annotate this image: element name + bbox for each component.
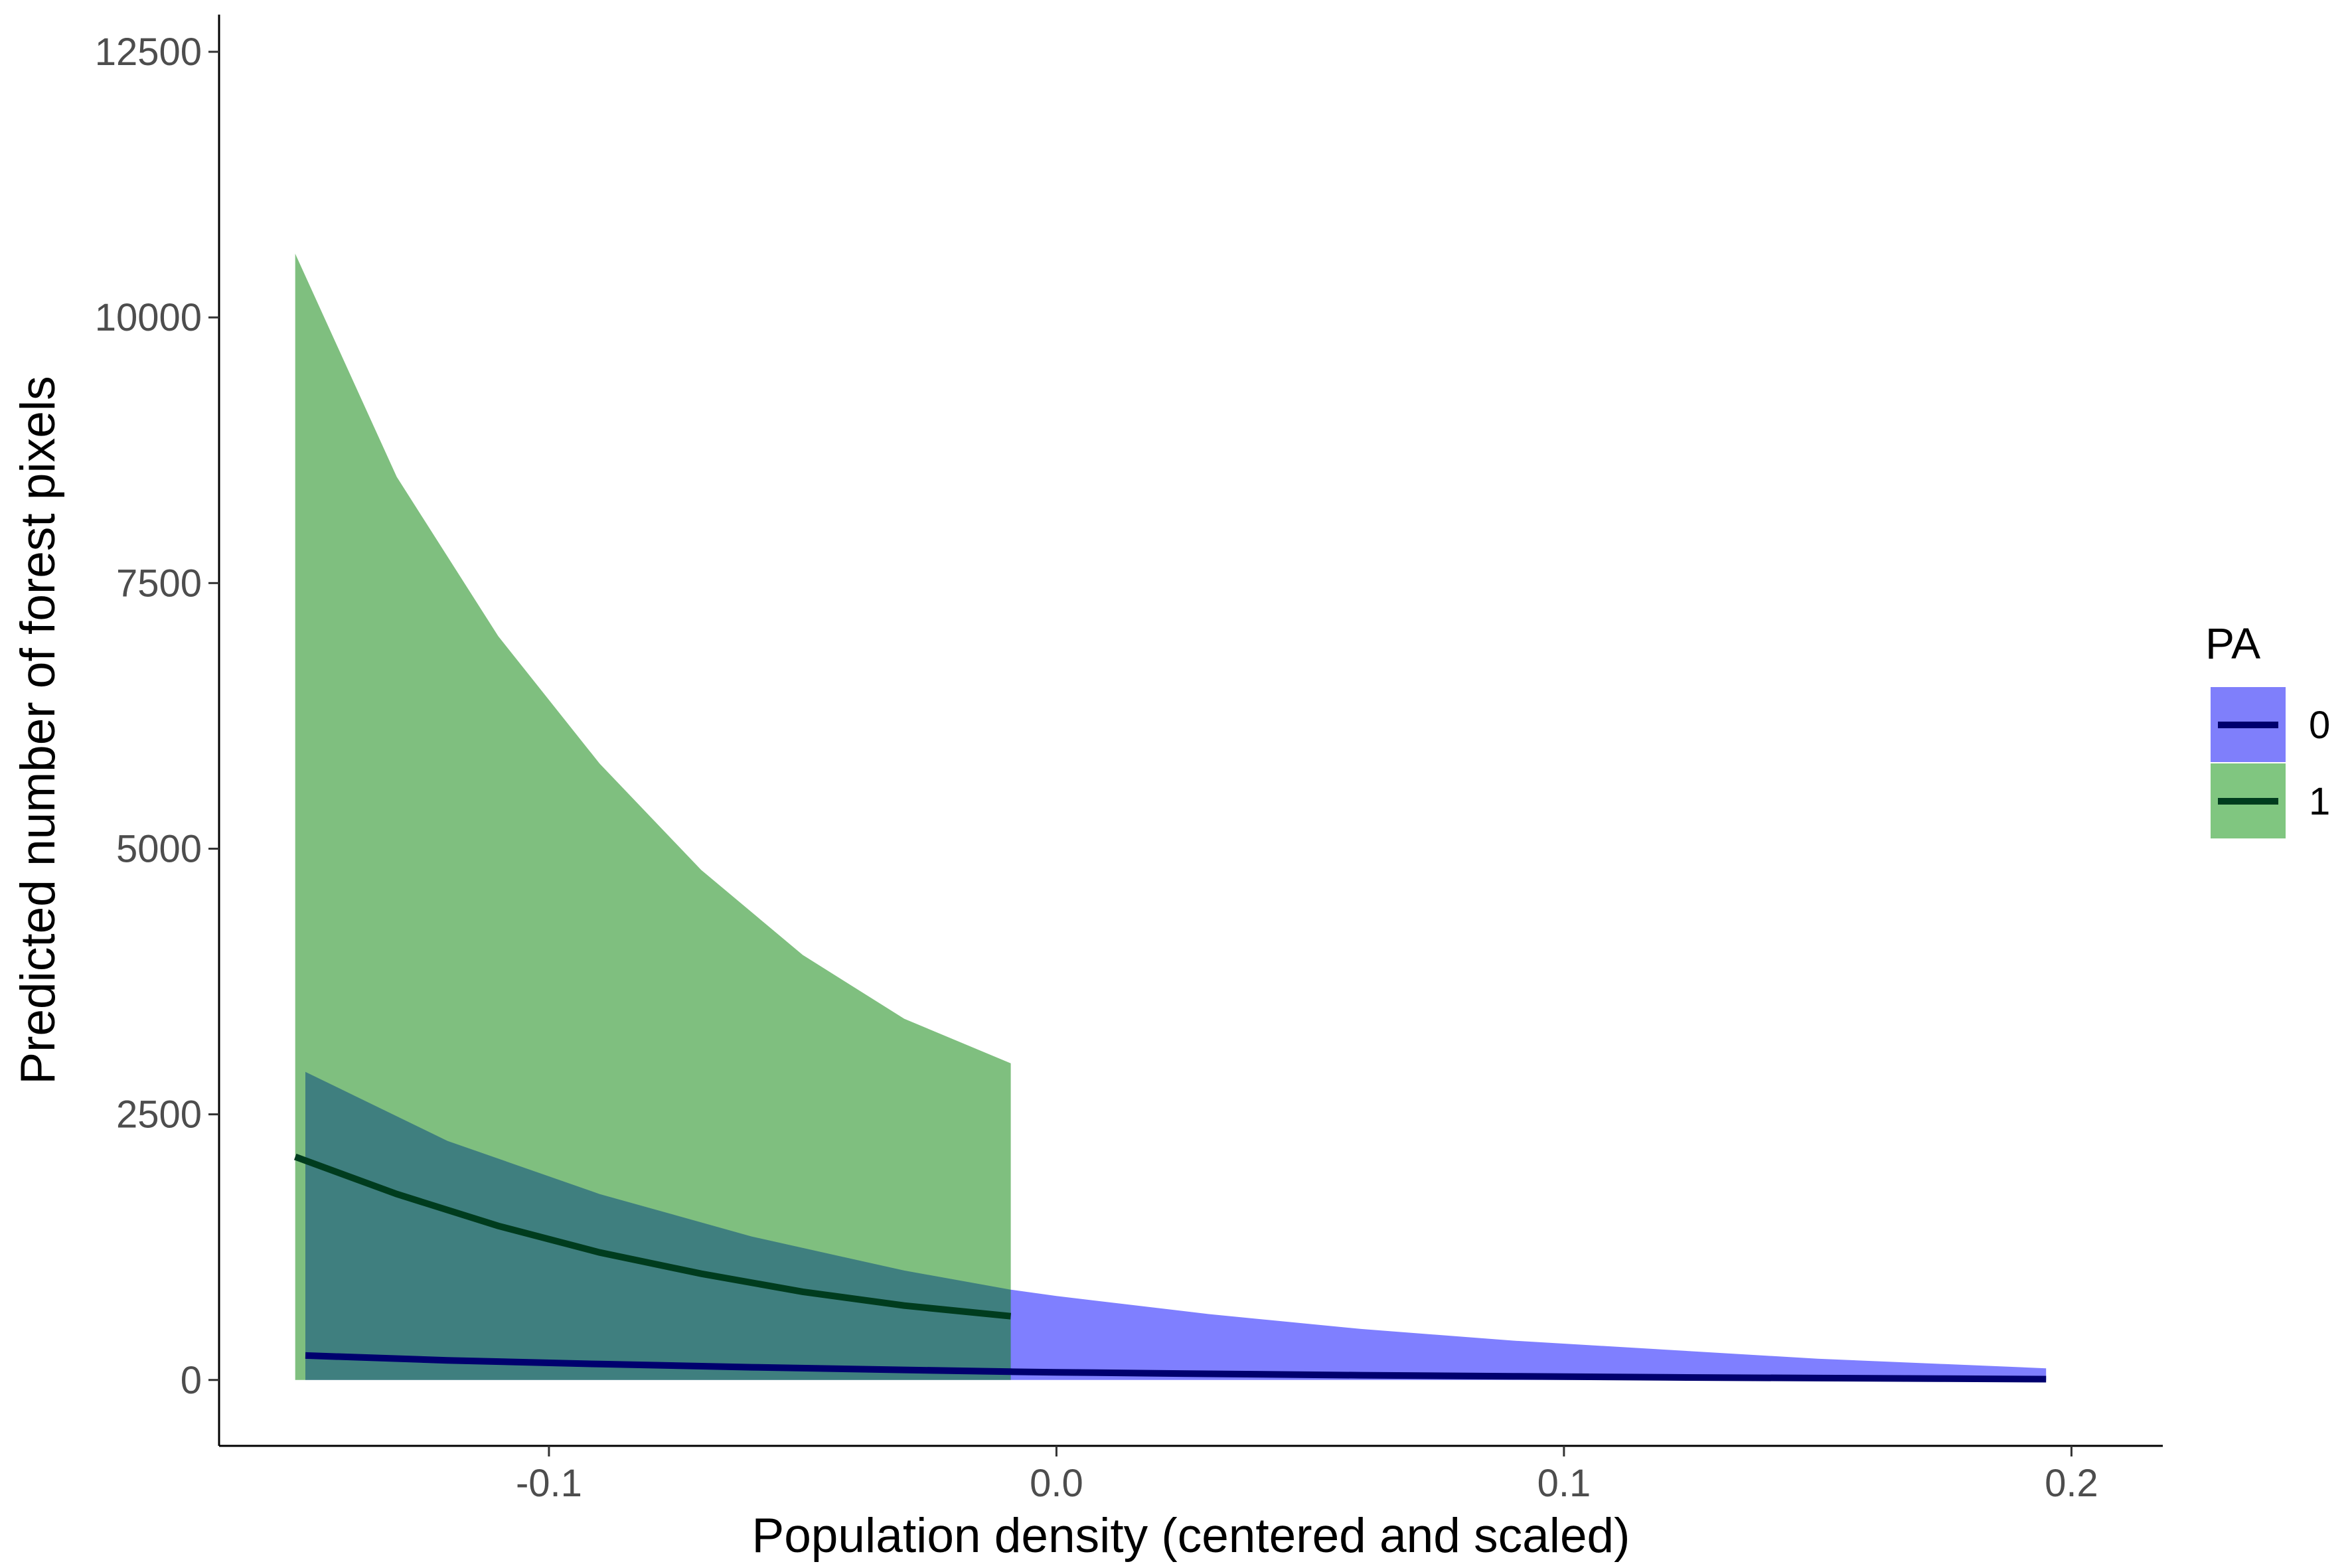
y-tick-label: 12500 bbox=[95, 31, 202, 74]
confidence-bands bbox=[295, 254, 2047, 1380]
x-ticks: -0.1 0.0 0.1 0.2 bbox=[516, 1446, 2098, 1505]
legend: PA 0 1 bbox=[2205, 619, 2330, 838]
fitted-line-1 bbox=[293, 1153, 1012, 1320]
x-axis-title: Population density (centered and scaled) bbox=[752, 1509, 1630, 1563]
y-tick-label: 10000 bbox=[95, 296, 202, 339]
y-tick-label: 2500 bbox=[116, 1093, 202, 1137]
legend-label-0: 0 bbox=[2309, 704, 2330, 747]
y-tick-label: 5000 bbox=[116, 827, 202, 870]
y-ticks: 0 2500 5000 7500 10000 12500 bbox=[95, 31, 219, 1402]
y-tick-label: 0 bbox=[181, 1359, 202, 1402]
y-tick-label: 7500 bbox=[116, 562, 202, 605]
x-tick-label: -0.1 bbox=[516, 1462, 582, 1505]
legend-title: PA bbox=[2205, 619, 2260, 668]
x-tick-label: 0.1 bbox=[1537, 1462, 1591, 1505]
fitted-lines bbox=[293, 1153, 2047, 1383]
confidence-band-1 bbox=[295, 254, 1011, 1380]
legend-item-1: 1 bbox=[2211, 763, 2330, 838]
legend-label-1: 1 bbox=[2309, 780, 2330, 823]
fitted-line-0 bbox=[305, 1352, 2047, 1383]
x-tick-label: 0.2 bbox=[2045, 1462, 2098, 1505]
axes bbox=[218, 15, 2163, 1447]
y-axis-title: Predicted number of forest pixels bbox=[11, 376, 65, 1084]
x-tick-label: 0.0 bbox=[1030, 1462, 1083, 1505]
legend-item-0: 0 bbox=[2211, 687, 2330, 762]
